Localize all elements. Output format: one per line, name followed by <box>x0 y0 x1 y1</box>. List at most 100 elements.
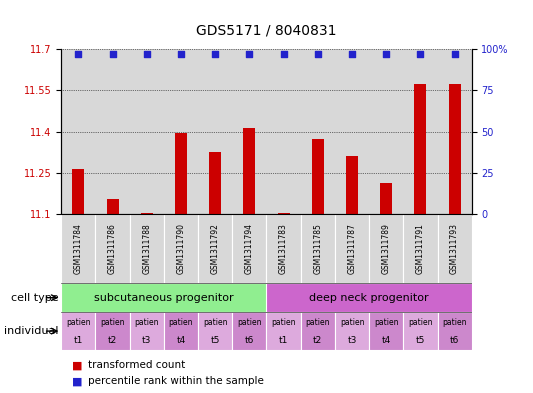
Bar <box>72 169 84 214</box>
Text: GSM1311784: GSM1311784 <box>74 223 83 274</box>
Bar <box>232 214 266 283</box>
Bar <box>403 312 438 350</box>
Text: GSM1311789: GSM1311789 <box>382 223 391 274</box>
Text: percentile rank within the sample: percentile rank within the sample <box>88 376 264 386</box>
Text: t1: t1 <box>279 336 288 345</box>
Point <box>279 51 288 57</box>
Bar <box>61 283 266 312</box>
Text: patien: patien <box>408 318 433 327</box>
Bar <box>95 214 130 283</box>
Text: GSM1311794: GSM1311794 <box>245 223 254 274</box>
Point <box>245 51 254 57</box>
Point <box>74 51 83 57</box>
Bar <box>369 312 403 350</box>
Bar <box>301 312 335 350</box>
Bar <box>301 214 335 283</box>
Bar <box>164 49 198 214</box>
Bar <box>95 49 130 214</box>
Text: cell type: cell type <box>11 293 59 303</box>
Bar <box>198 49 232 214</box>
Text: GSM1311793: GSM1311793 <box>450 223 459 274</box>
Bar <box>380 183 392 214</box>
Bar <box>198 312 232 350</box>
Text: patien: patien <box>340 318 364 327</box>
Bar <box>301 49 335 214</box>
Point <box>348 51 356 57</box>
Text: t4: t4 <box>176 336 185 345</box>
Text: patien: patien <box>134 318 159 327</box>
Bar <box>232 49 266 214</box>
Text: GSM1311788: GSM1311788 <box>142 223 151 274</box>
Bar <box>438 214 472 283</box>
Bar <box>61 214 95 283</box>
Text: t2: t2 <box>108 336 117 345</box>
Bar <box>415 84 426 214</box>
Point <box>108 51 117 57</box>
Text: patien: patien <box>203 318 228 327</box>
Bar <box>130 312 164 350</box>
Text: individual: individual <box>4 326 59 336</box>
Bar <box>369 214 403 283</box>
Bar <box>266 49 301 214</box>
Bar <box>335 312 369 350</box>
Bar <box>266 214 301 283</box>
Text: t5: t5 <box>416 336 425 345</box>
Bar <box>438 49 472 214</box>
Text: GSM1311790: GSM1311790 <box>176 223 185 274</box>
Text: GSM1311792: GSM1311792 <box>211 223 220 274</box>
Bar <box>61 312 95 350</box>
Text: t6: t6 <box>450 336 459 345</box>
Bar <box>335 49 369 214</box>
Text: patien: patien <box>66 318 91 327</box>
Text: ■: ■ <box>72 376 83 386</box>
Bar <box>130 49 164 214</box>
Text: t3: t3 <box>142 336 151 345</box>
Point <box>177 51 185 57</box>
Bar <box>346 156 358 214</box>
Bar <box>335 214 369 283</box>
Text: patien: patien <box>100 318 125 327</box>
Bar <box>449 84 461 214</box>
Bar <box>244 128 255 214</box>
Bar <box>164 214 198 283</box>
Bar <box>209 152 221 214</box>
Point <box>450 51 459 57</box>
Point <box>313 51 322 57</box>
Text: subcutaneous progenitor: subcutaneous progenitor <box>94 293 233 303</box>
Bar <box>312 139 324 214</box>
Text: t6: t6 <box>245 336 254 345</box>
Text: patien: patien <box>169 318 193 327</box>
Bar <box>403 49 438 214</box>
Text: t2: t2 <box>313 336 322 345</box>
Text: deep neck progenitor: deep neck progenitor <box>309 293 429 303</box>
Text: GSM1311785: GSM1311785 <box>313 223 322 274</box>
Bar <box>278 213 289 214</box>
Bar <box>198 214 232 283</box>
Text: patien: patien <box>374 318 399 327</box>
Bar <box>175 133 187 214</box>
Bar <box>266 283 472 312</box>
Text: GSM1311791: GSM1311791 <box>416 223 425 274</box>
Text: patien: patien <box>271 318 296 327</box>
Point <box>416 51 425 57</box>
Text: patien: patien <box>442 318 467 327</box>
Text: GDS5171 / 8040831: GDS5171 / 8040831 <box>196 23 337 37</box>
Text: GSM1311786: GSM1311786 <box>108 223 117 274</box>
Bar <box>266 312 301 350</box>
Text: ■: ■ <box>72 360 83 371</box>
Text: GSM1311787: GSM1311787 <box>348 223 357 274</box>
Bar <box>107 199 118 214</box>
Bar <box>164 312 198 350</box>
Point <box>211 51 220 57</box>
Text: t3: t3 <box>348 336 357 345</box>
Text: t1: t1 <box>74 336 83 345</box>
Bar <box>232 312 266 350</box>
Bar <box>369 49 403 214</box>
Text: patien: patien <box>237 318 262 327</box>
Point <box>142 51 151 57</box>
Bar <box>130 214 164 283</box>
Text: GSM1311783: GSM1311783 <box>279 223 288 274</box>
Text: transformed count: transformed count <box>88 360 185 371</box>
Text: t5: t5 <box>211 336 220 345</box>
Point <box>382 51 391 57</box>
